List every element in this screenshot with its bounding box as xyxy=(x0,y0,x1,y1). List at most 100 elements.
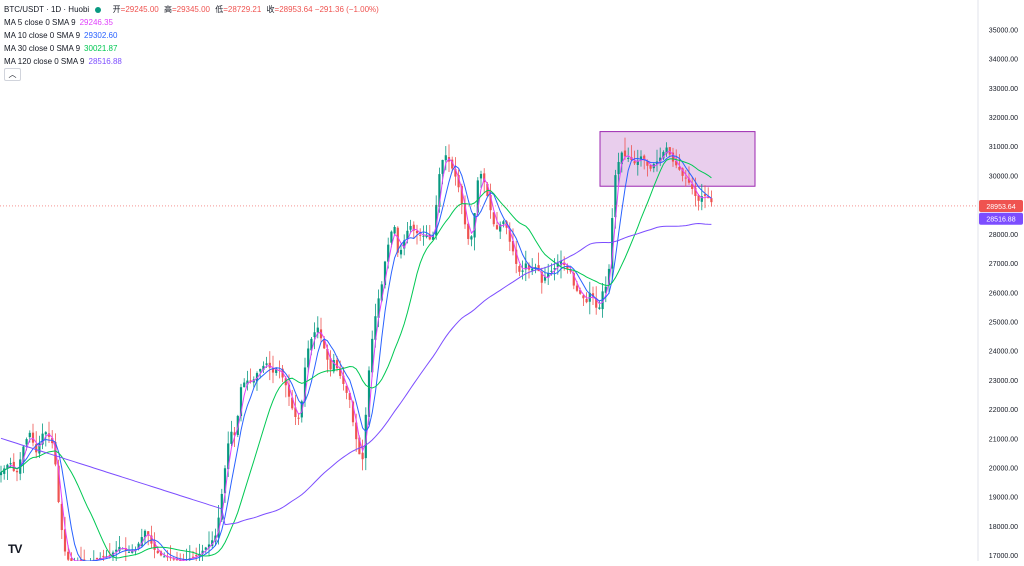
indicator-ma5[interactable]: MA 5 close 0 SMA 9 29246.35 xyxy=(4,16,379,29)
candle-body xyxy=(576,286,578,291)
y-tick-label: 25000.00 xyxy=(989,319,1018,326)
y-tick-label: 31000.00 xyxy=(989,144,1018,151)
indicator-ma120-value: 28516.88 xyxy=(89,57,122,66)
ohlc-low-value: =28729.21 xyxy=(223,5,261,14)
y-tick-label: 23000.00 xyxy=(989,378,1018,385)
ohlc-open-label: 开 xyxy=(113,5,121,14)
candle-body xyxy=(67,552,69,560)
symbol-row: BTC/USDT · 1D · Huobi 开=29245.00 高=29345… xyxy=(4,3,379,16)
market-status-icon xyxy=(95,7,101,13)
ohlc-open-value: =29245.00 xyxy=(121,5,159,14)
candle-body xyxy=(96,558,98,559)
indicator-ma10-value: 29302.60 xyxy=(84,31,117,40)
y-tick-label: 26000.00 xyxy=(989,290,1018,297)
candle-body xyxy=(314,332,316,337)
y-tick-label: 35000.00 xyxy=(989,27,1018,34)
candle-body xyxy=(163,556,165,557)
candle-body xyxy=(522,271,524,272)
candle-body xyxy=(45,432,47,434)
ohlc-high-value: =29345.00 xyxy=(172,5,210,14)
y-tick-label: 22000.00 xyxy=(989,407,1018,414)
candle-body xyxy=(266,363,268,364)
tradingview-logo: TV xyxy=(8,542,21,556)
indicator-ma10-label: MA 10 close 0 SMA 9 xyxy=(4,31,80,40)
candle-body xyxy=(0,472,2,475)
y-tick-label: 20000.00 xyxy=(989,466,1018,473)
symbol-label[interactable]: BTC/USDT · 1D · Huobi xyxy=(4,5,89,14)
candle-body xyxy=(317,328,319,333)
y-tick-label: 33000.00 xyxy=(989,86,1018,93)
candle-body xyxy=(598,307,600,308)
candle-body xyxy=(128,552,130,553)
price-axis xyxy=(978,0,1024,561)
candle-body xyxy=(29,433,31,437)
ma-line-120 xyxy=(1,224,711,525)
candle-body xyxy=(618,162,620,174)
candle-body xyxy=(470,236,472,239)
indicator-ma30-value: 30021.87 xyxy=(84,44,117,53)
y-tick-label: 28000.00 xyxy=(989,232,1018,239)
y-tick-label: 34000.00 xyxy=(989,57,1018,64)
candle-body xyxy=(429,235,431,239)
candle-body xyxy=(10,463,12,464)
candle-body xyxy=(390,232,392,243)
y-tick-label: 19000.00 xyxy=(989,495,1018,502)
candle-body xyxy=(243,383,245,388)
candle-body xyxy=(480,174,482,178)
ma-line-10 xyxy=(1,156,711,561)
candle-body xyxy=(410,226,412,230)
candle-body xyxy=(400,250,402,255)
candle-body xyxy=(445,155,447,160)
ohlc-close-value: =28953.64 −291.36 (−1.00%) xyxy=(275,5,379,14)
highlight-rectangle xyxy=(600,132,755,187)
candle-body xyxy=(627,158,629,159)
y-tick-label: 24000.00 xyxy=(989,349,1018,356)
candle-body xyxy=(102,556,104,557)
indicator-ma5-value: 29246.35 xyxy=(80,18,113,27)
candle-body xyxy=(298,418,300,419)
y-tick-label: 18000.00 xyxy=(989,524,1018,531)
candle-body xyxy=(496,225,498,229)
indicator-ma10[interactable]: MA 10 close 0 SMA 9 29302.60 xyxy=(4,29,379,42)
candle-body xyxy=(531,269,533,271)
y-tick-label: 30000.00 xyxy=(989,173,1018,180)
candle-body xyxy=(157,551,159,553)
ma-line-30 xyxy=(1,159,711,558)
candle-body xyxy=(586,299,588,302)
indicator-ma5-label: MA 5 close 0 SMA 9 xyxy=(4,18,76,27)
candle-body xyxy=(422,236,424,237)
y-tick-label: 27000.00 xyxy=(989,261,1018,268)
candle-body xyxy=(550,271,552,272)
candle-body xyxy=(624,151,626,157)
candle-body xyxy=(230,432,232,444)
candle-body xyxy=(442,160,444,174)
indicator-ma120[interactable]: MA 120 close 0 SMA 9 28516.88 xyxy=(4,55,379,68)
candle-body xyxy=(710,198,712,202)
candle-body xyxy=(362,453,364,459)
y-tick-label: 32000.00 xyxy=(989,115,1018,122)
candle-body xyxy=(16,471,18,472)
y-tick-label: 17000.00 xyxy=(989,553,1018,560)
y-tick-label: 21000.00 xyxy=(989,436,1018,443)
indicator-ma30-label: MA 30 close 0 SMA 9 xyxy=(4,44,80,53)
ma-line-5 xyxy=(1,151,711,561)
candle-body xyxy=(195,555,197,556)
indicator-ma30[interactable]: MA 30 close 0 SMA 9 30021.87 xyxy=(4,42,379,55)
ohlc-high-label: 高 xyxy=(164,5,172,14)
candle-body xyxy=(26,439,28,444)
ma120-price-label: 28516.88 xyxy=(986,217,1015,224)
last-price-label: 28953.64 xyxy=(986,204,1015,211)
candle-body xyxy=(394,227,396,234)
candle-body xyxy=(502,221,504,224)
chart-header: BTC/USDT · 1D · Huobi 开=29245.00 高=29345… xyxy=(4,3,379,68)
candle-body xyxy=(685,178,687,179)
candle-body xyxy=(259,369,261,372)
candle-body xyxy=(419,235,421,236)
ohlc-close-label: 收 xyxy=(267,5,275,14)
candle-body xyxy=(518,266,520,272)
indicator-ma120-label: MA 120 close 0 SMA 9 xyxy=(4,57,85,66)
chevron-up-icon[interactable]: ︿ xyxy=(4,68,21,81)
candle-body xyxy=(634,161,636,163)
